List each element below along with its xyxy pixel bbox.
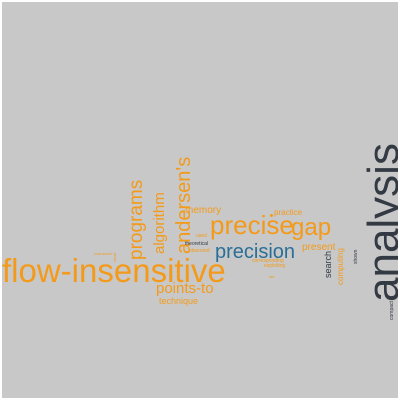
dot-mark — [270, 214, 273, 217]
word-cloud: analysis flow-insensitive precise gap pr… — [2, 2, 398, 398]
word-small: small — [112, 252, 117, 262]
word-corresponding: corresponding — [252, 258, 284, 264]
word-theoretical: theoretical — [185, 241, 209, 247]
word-practice: practice — [274, 208, 303, 217]
word-used: used — [196, 233, 207, 239]
word-gap: gap — [291, 214, 332, 241]
word-real-world: real-world — [94, 251, 112, 256]
word-computing: computing — [336, 248, 345, 285]
word-observed: observed — [189, 248, 210, 254]
word-present: present — [302, 242, 336, 253]
word-algorithm: algorithm — [151, 192, 168, 254]
word-search: search — [323, 250, 333, 278]
word-shown: shown — [353, 249, 359, 264]
word-technique: technique — [159, 296, 199, 306]
word-compact: compact — [389, 301, 395, 320]
word-flow-insensitive: flow-insensitive — [2, 252, 226, 289]
word-precise: precise — [210, 210, 294, 240]
word-precision: precision — [215, 241, 296, 263]
word-programs: programs — [126, 179, 147, 260]
word-exploiting: exploiting — [264, 263, 286, 269]
word-memory: memory — [185, 205, 222, 216]
word-points-to: points-to — [156, 280, 214, 297]
word-set: set — [269, 274, 275, 279]
word-analysis: analysis — [359, 143, 398, 302]
